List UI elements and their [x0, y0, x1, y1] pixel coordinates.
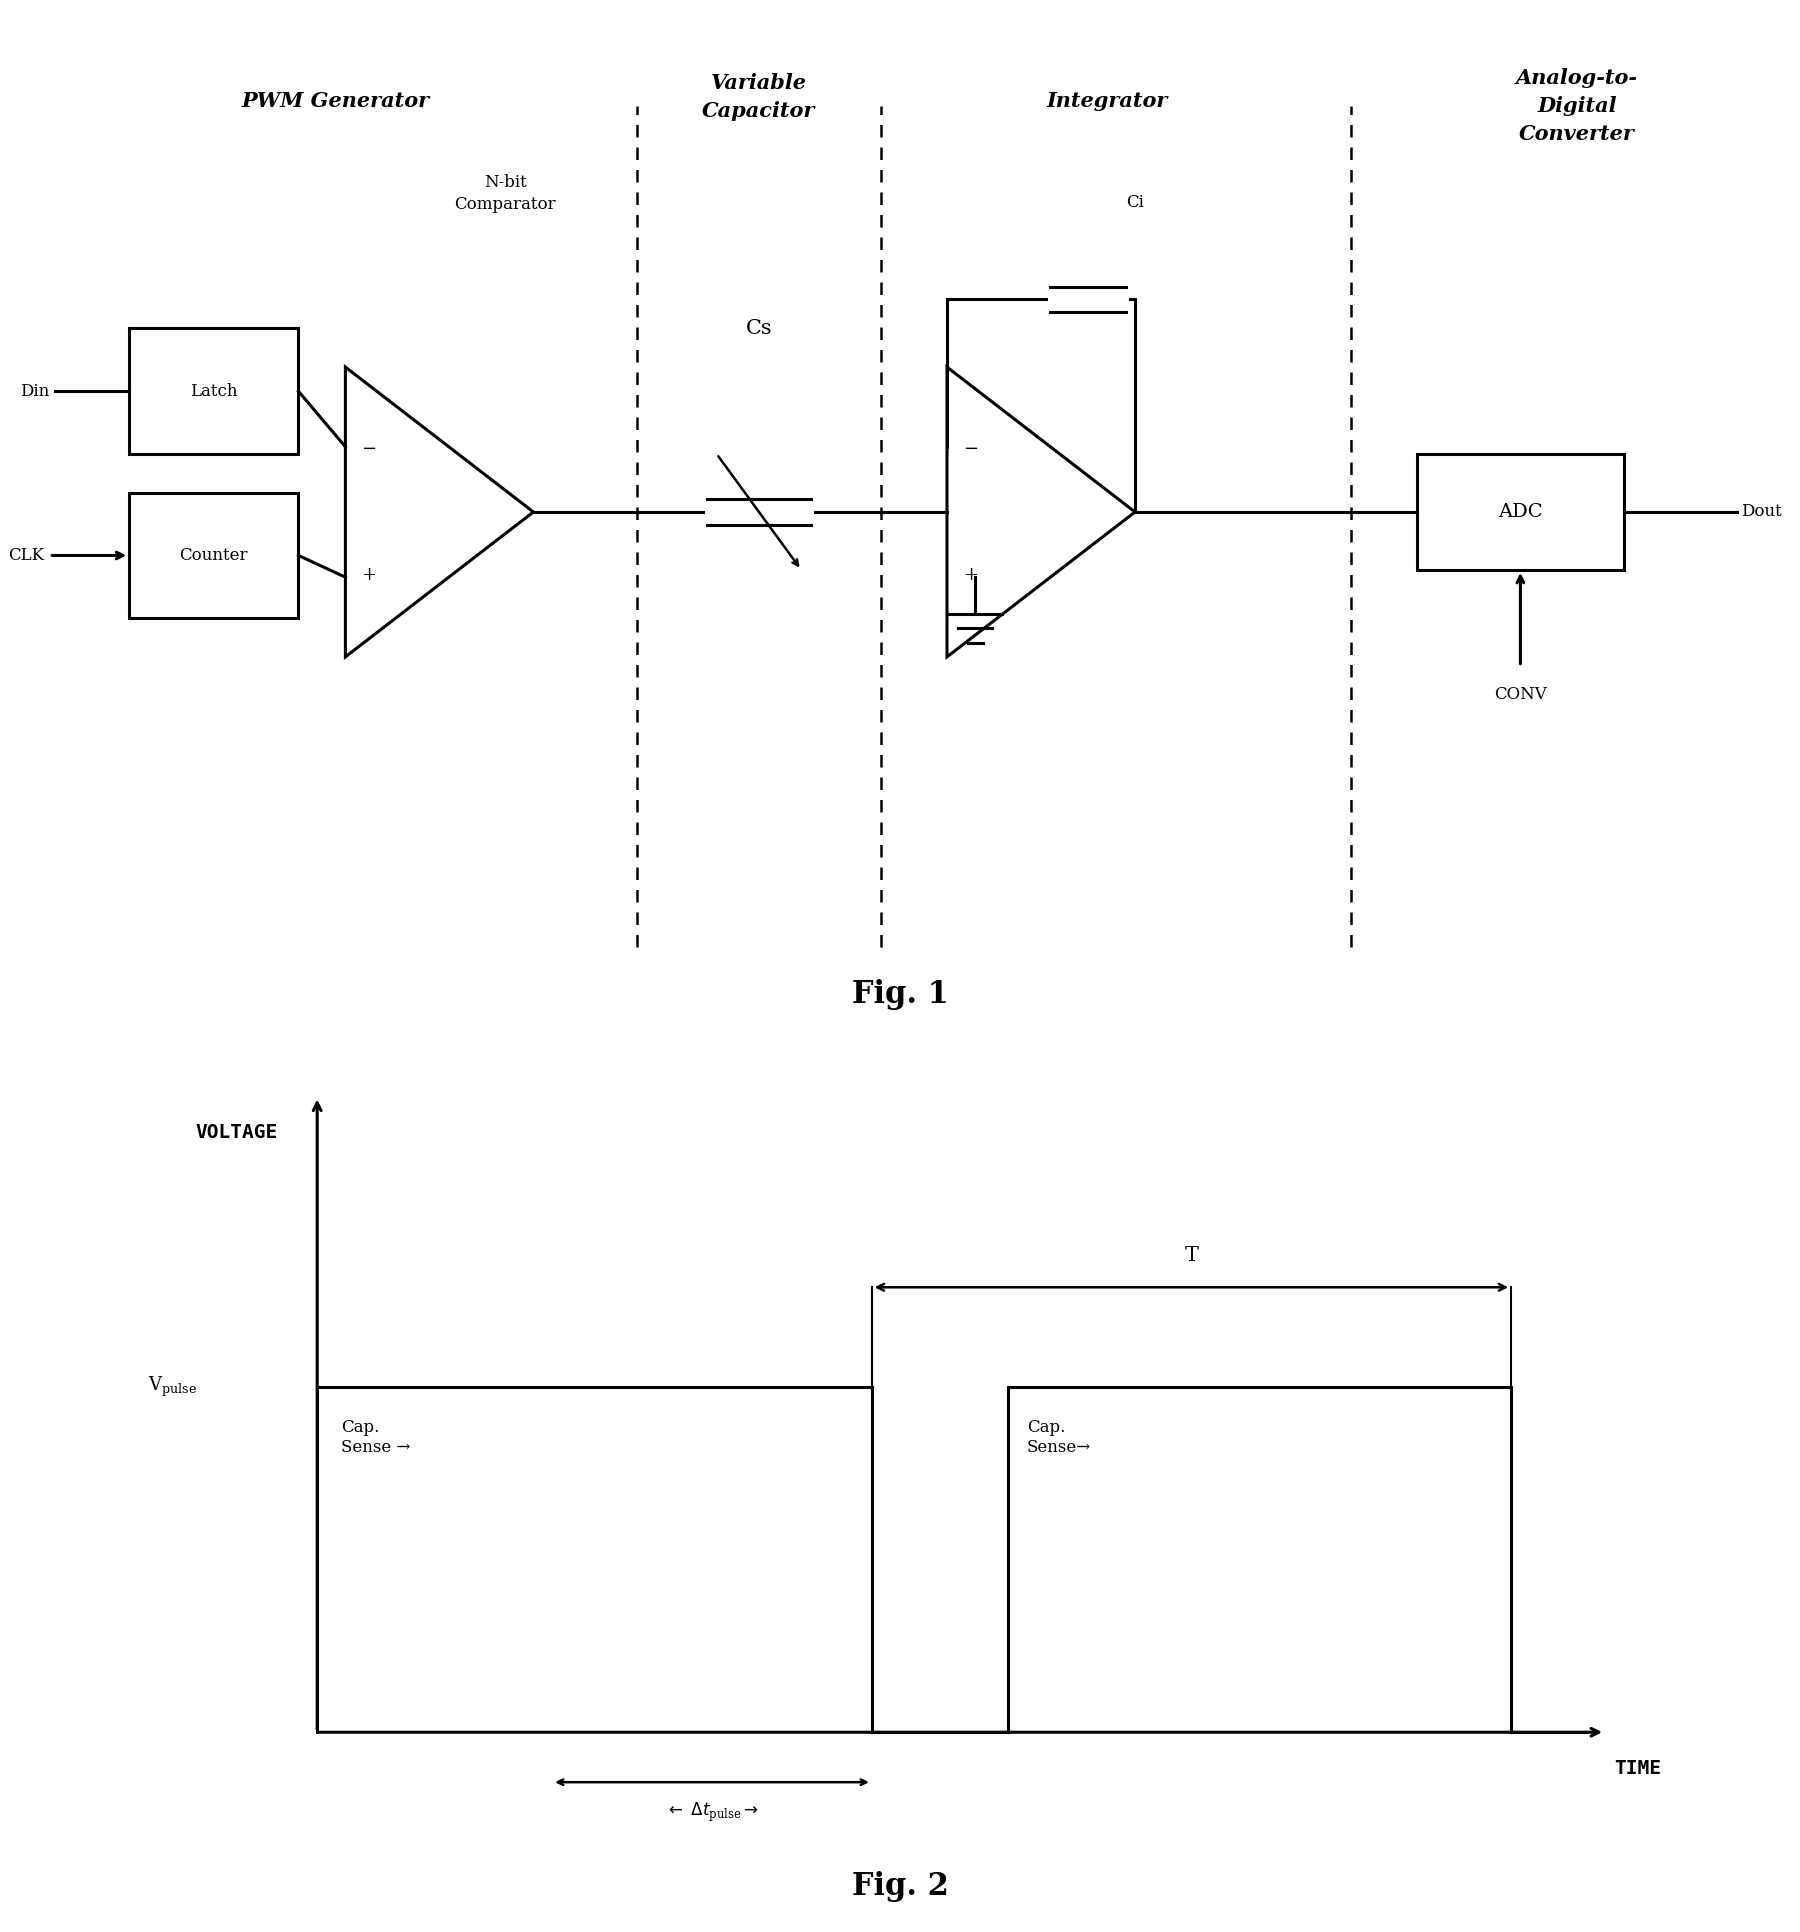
- Text: CONV: CONV: [1494, 686, 1546, 703]
- Text: VOLTAGE: VOLTAGE: [194, 1122, 277, 1142]
- Bar: [130, 328, 299, 454]
- Text: Fig. 1: Fig. 1: [851, 980, 949, 1010]
- Text: +: +: [963, 566, 977, 583]
- Text: Latch: Latch: [191, 383, 238, 400]
- Text: TIME: TIME: [1615, 1758, 1661, 1777]
- Text: Variable
Capacitor: Variable Capacitor: [702, 73, 815, 120]
- Text: Fig. 2: Fig. 2: [851, 1870, 949, 1903]
- Text: PWM Generator: PWM Generator: [241, 91, 430, 112]
- Bar: [1417, 454, 1624, 570]
- Text: Integrator: Integrator: [1046, 91, 1168, 112]
- Text: $\leftarrow$ $\Delta t_{\mathregular{pulse}}$$\rightarrow$: $\leftarrow$ $\Delta t_{\mathregular{pul…: [664, 1801, 760, 1824]
- Text: Din: Din: [20, 383, 49, 400]
- Text: Cap.
Sense →: Cap. Sense →: [340, 1418, 410, 1455]
- Text: T: T: [1184, 1246, 1199, 1265]
- Text: Cs: Cs: [745, 319, 772, 338]
- Text: Analog-to-
Digital
Converter: Analog-to- Digital Converter: [1516, 68, 1638, 145]
- Text: −: −: [963, 440, 977, 458]
- Text: ADC: ADC: [1498, 502, 1543, 522]
- Text: N-bit
Comparator: N-bit Comparator: [454, 174, 556, 213]
- Text: Dout: Dout: [1741, 504, 1782, 520]
- Text: Cap.
Sense→: Cap. Sense→: [1026, 1418, 1091, 1455]
- Bar: [130, 493, 299, 618]
- Text: CLK: CLK: [9, 547, 45, 564]
- Text: Counter: Counter: [180, 547, 248, 564]
- Text: V$_{\mathregular{pulse}}$: V$_{\mathregular{pulse}}$: [148, 1376, 196, 1399]
- Text: Ci: Ci: [1127, 195, 1145, 211]
- Text: −: −: [362, 440, 376, 458]
- Text: +: +: [362, 566, 376, 583]
